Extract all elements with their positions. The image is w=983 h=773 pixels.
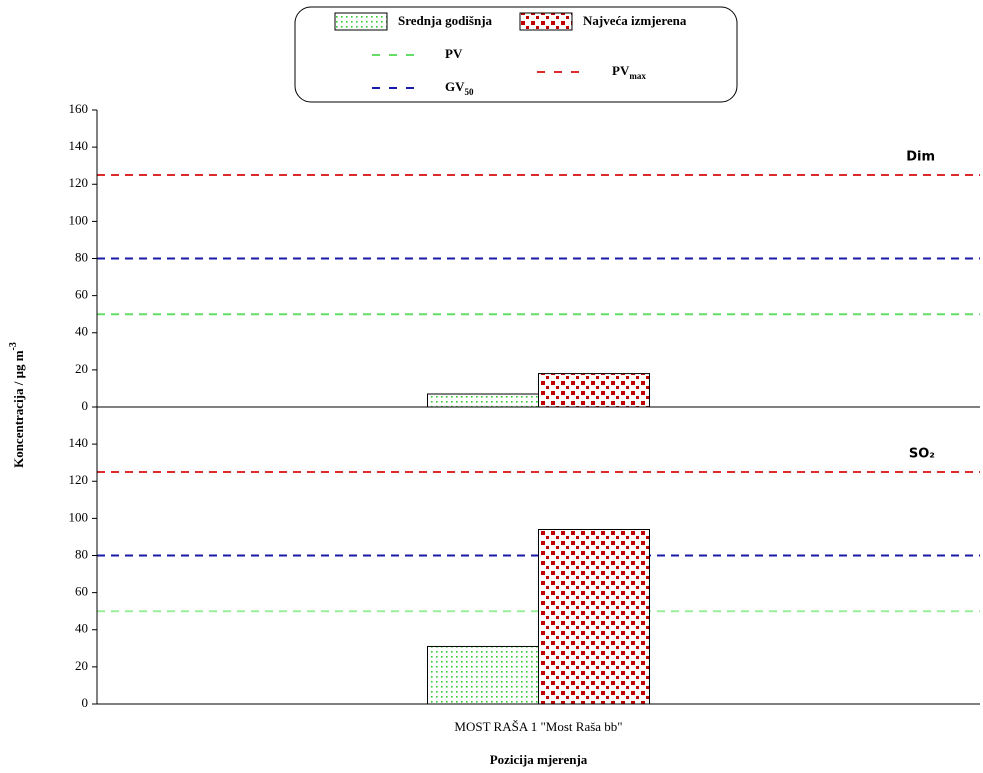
y-tick-label: 80 xyxy=(75,546,88,561)
y-tick-label: 140 xyxy=(69,435,89,450)
legend-label: Srednja godišnja xyxy=(398,13,493,28)
x-axis-title: Pozicija mjerenja xyxy=(490,752,588,767)
y-tick-label: 0 xyxy=(82,695,89,710)
bar xyxy=(538,529,650,705)
bar xyxy=(427,393,539,408)
legend-swatch xyxy=(519,12,573,31)
legend-label-main: PV xyxy=(612,63,630,78)
panel-title: SO₂ xyxy=(909,447,935,462)
bar xyxy=(427,645,539,705)
y-tick-label: 160 xyxy=(69,101,89,116)
x-tick-label: MOST RAŠA 1 "Most Raša bb" xyxy=(454,719,622,734)
y-tick-label: 20 xyxy=(75,361,88,376)
y-tick-label: 40 xyxy=(75,324,88,339)
legend-label: PVmax xyxy=(612,63,646,81)
y-axis-title-main: Koncentracija / μg m xyxy=(11,350,26,468)
y-tick-label: 140 xyxy=(69,138,89,153)
legend-swatch xyxy=(334,12,388,31)
legend-label-main: GV xyxy=(445,79,465,94)
y-tick-label: 40 xyxy=(75,621,88,636)
legend-label-main: PV xyxy=(445,46,463,61)
y-tick-label: 100 xyxy=(69,509,89,524)
legend-label: Najveća izmjerena xyxy=(583,13,687,28)
y-tick-label: 80 xyxy=(75,249,88,264)
legend-label-sub: max xyxy=(629,71,646,81)
legend-box xyxy=(294,6,738,103)
y-tick-label: 60 xyxy=(75,584,88,599)
y-tick-label: 120 xyxy=(69,472,89,487)
y-axis-title: Koncentracija / μg m-3 xyxy=(8,342,26,468)
y-tick-label: 120 xyxy=(69,175,89,190)
y-tick-label: 20 xyxy=(75,658,88,673)
legend-label: GV50 xyxy=(445,79,474,97)
y-tick-label: 100 xyxy=(69,212,89,227)
legend-label: PV xyxy=(445,46,463,61)
legend-label-sub: 50 xyxy=(465,87,475,97)
y-tick-label: 0 xyxy=(82,398,89,413)
y-axis-title-sup: -3 xyxy=(8,342,19,350)
y-tick-label: 60 xyxy=(75,287,88,302)
panel-title: Dim xyxy=(906,150,935,165)
bar xyxy=(538,373,650,408)
